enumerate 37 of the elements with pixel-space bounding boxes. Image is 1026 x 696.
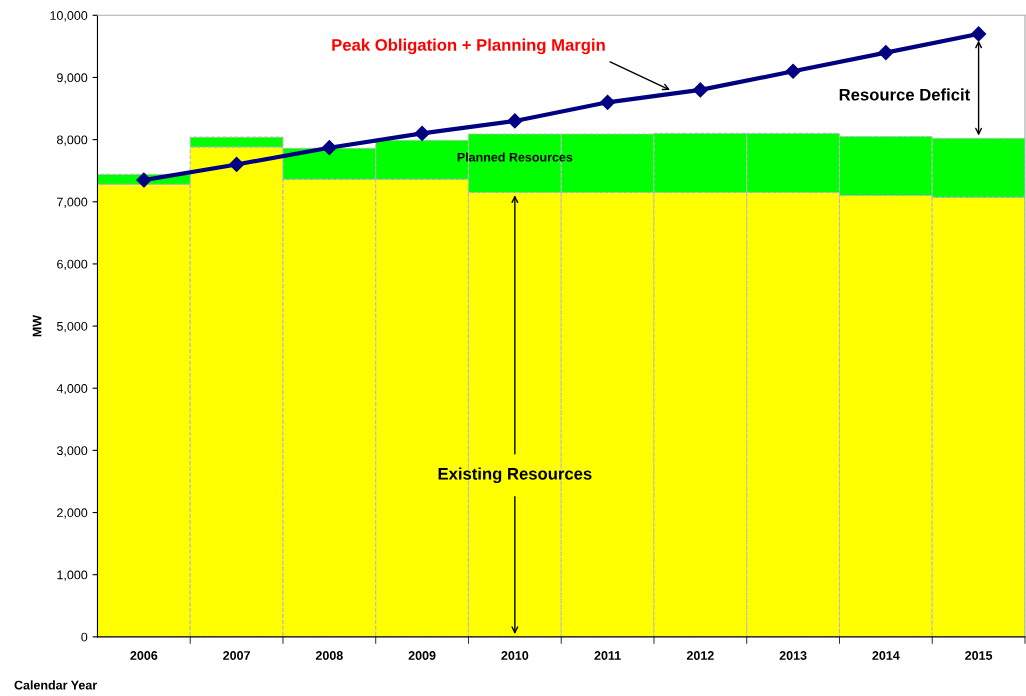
point [692, 82, 708, 98]
x-tick-label: 2007 [223, 651, 250, 660]
point [507, 113, 523, 129]
point [971, 26, 987, 42]
x-tick-label: 2008 [315, 651, 343, 660]
series-label: Planned Resources [457, 152, 573, 162]
y-tick-label: 2,000 [57, 508, 88, 519]
x-tick-label: 2009 [408, 651, 436, 660]
annotation: Resource Deficit [839, 88, 970, 101]
x-axis-title: Calendar Year [14, 680, 97, 690]
x-tick-label: 2010 [501, 651, 529, 660]
point [414, 125, 430, 141]
x-tick-label: 2014 [872, 651, 900, 660]
point [600, 94, 616, 110]
y-tick-label: 1,000 [57, 570, 88, 581]
text: Peak Obligation + Planning Margin [332, 38, 605, 55]
y-axis-title: MW [32, 314, 42, 337]
point [785, 63, 801, 79]
point [878, 45, 894, 61]
y-tick-label: 0 [81, 632, 88, 642]
y-tick-label: 5,000 [56, 321, 88, 333]
point [229, 156, 245, 173]
point [321, 140, 337, 156]
x-tick-label: 2011 [594, 651, 621, 660]
y-tick-label: 8,000 [57, 135, 88, 146]
x-tick-label: 2012 [686, 651, 714, 660]
y-tick-label: 7,000 [57, 197, 88, 208]
x-tick-label: 2006 [130, 651, 158, 660]
y-tick-label: 10,000 [50, 11, 88, 22]
y-tick-label: 6,000 [57, 259, 88, 271]
x-tick-label: 2015 [965, 651, 993, 660]
series-label: Existing Resources [438, 467, 592, 484]
y-tick-label: 3,000 [56, 446, 88, 457]
y-tick-label: 9,000 [57, 73, 88, 84]
y-tick-label: 4,000 [56, 384, 88, 395]
point [136, 172, 152, 188]
x-tick-label: 2013 [779, 651, 807, 660]
